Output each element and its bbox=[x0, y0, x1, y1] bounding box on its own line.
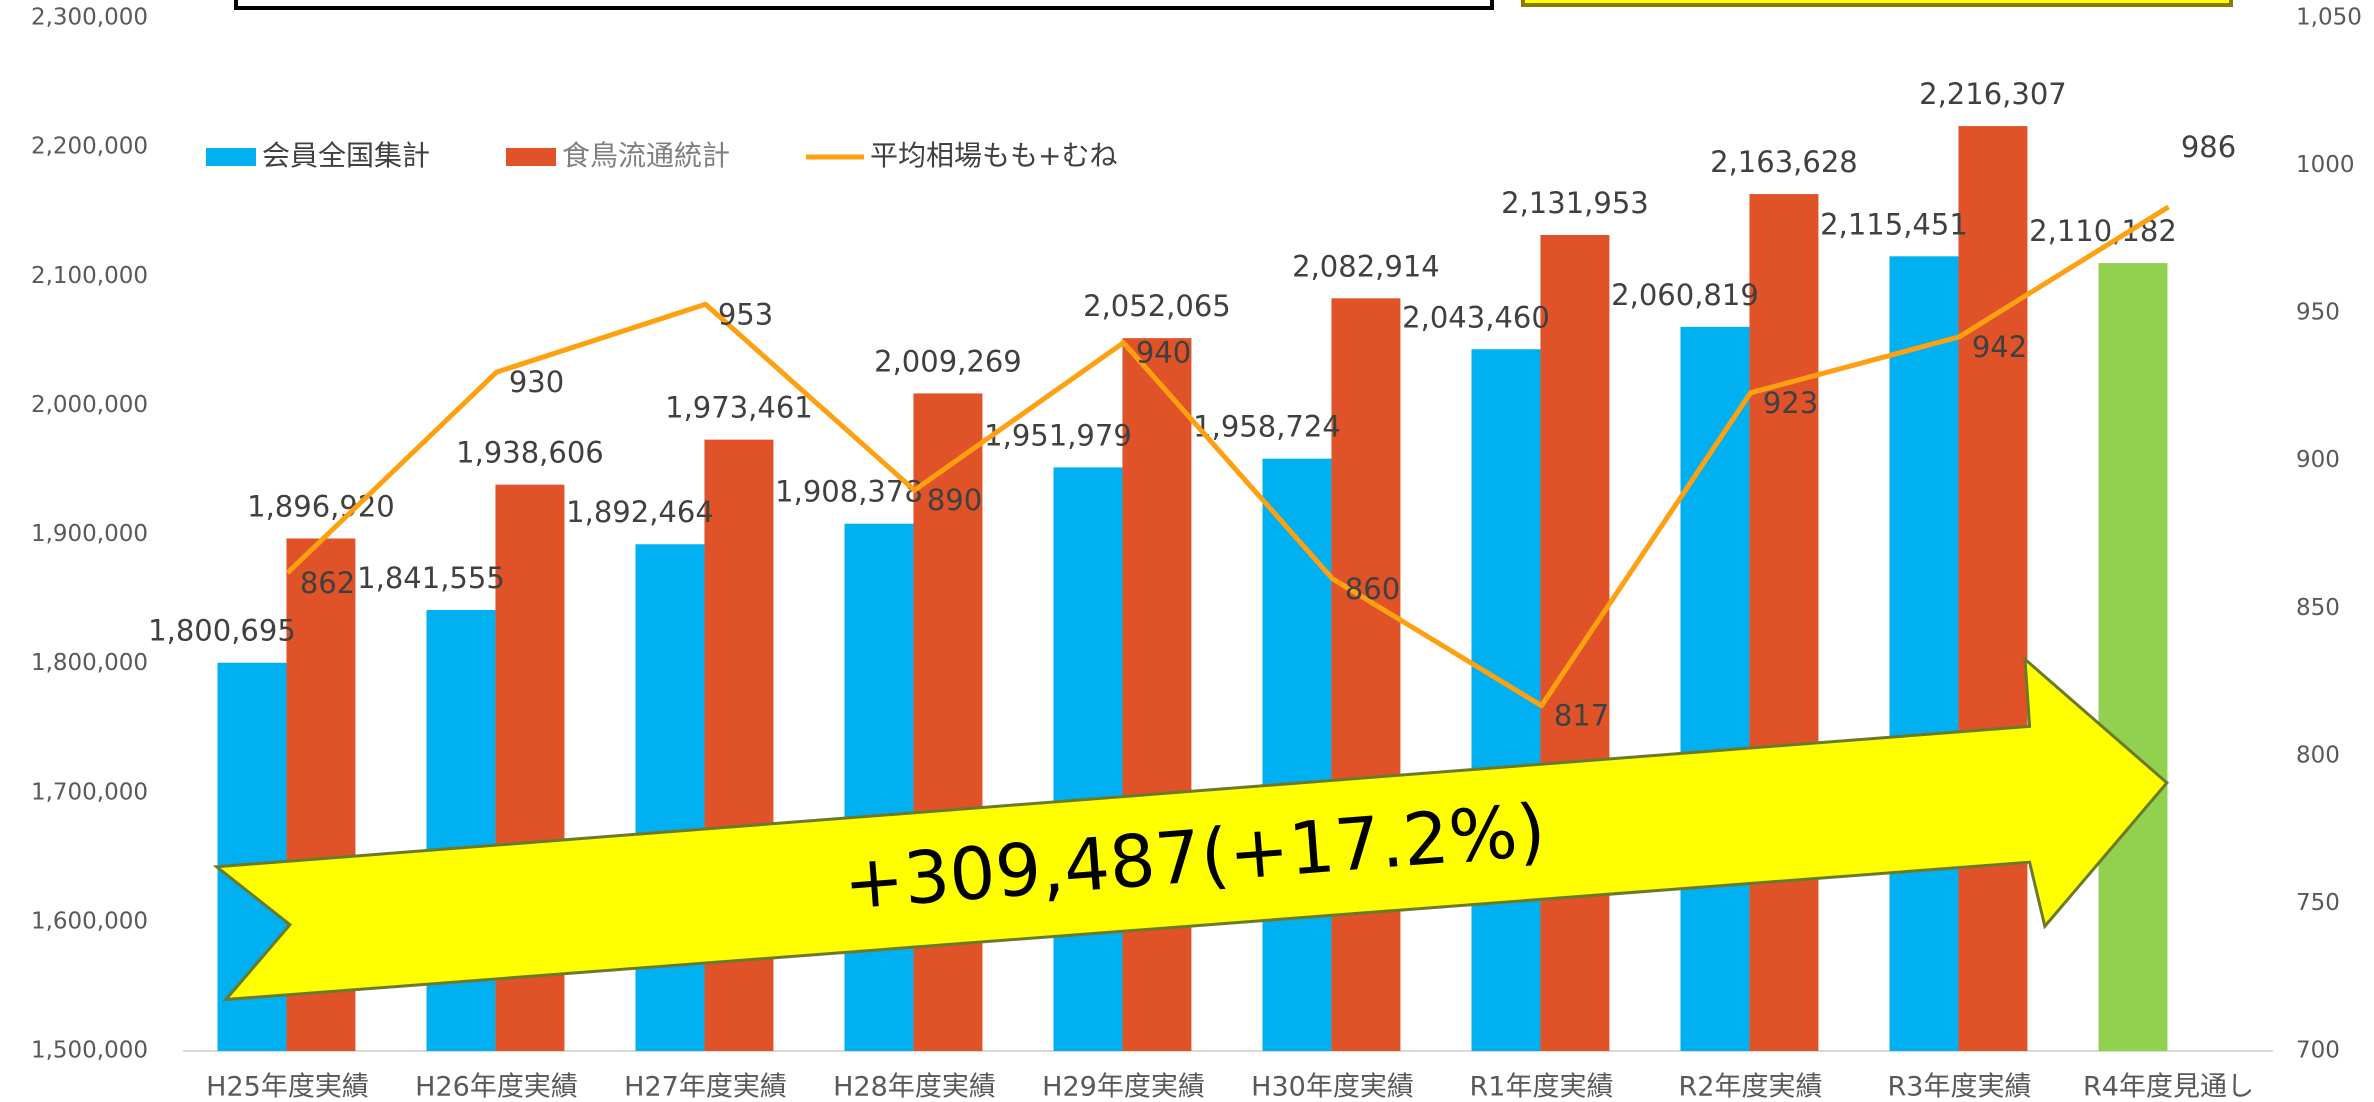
bar bbox=[635, 544, 705, 1051]
bar bbox=[844, 523, 914, 1051]
x-tick-label: H26年度実績 bbox=[415, 1072, 578, 1102]
data-label: 942 bbox=[1972, 330, 2027, 364]
data-label: 1,973,461 bbox=[665, 391, 813, 425]
data-label: 2,052,065 bbox=[1083, 289, 1231, 323]
data-label: 1,892,464 bbox=[566, 495, 714, 529]
data-label: 940 bbox=[1136, 336, 1191, 370]
arrow bbox=[212, 655, 2170, 1002]
data-label: 2,060,819 bbox=[1611, 278, 1759, 312]
y2-tick-label: 950 bbox=[2296, 300, 2340, 326]
legend-swatch bbox=[506, 148, 556, 166]
x-tick-label: H25年度実績 bbox=[206, 1072, 369, 1102]
x-tick-label: R3年度実績 bbox=[1888, 1072, 2032, 1102]
legend-label: 会員全国集計 bbox=[262, 139, 430, 172]
data-label: 2,082,914 bbox=[1292, 249, 1440, 283]
y-tick-label: 2,200,000 bbox=[31, 134, 148, 160]
data-label: 2,110,182 bbox=[2029, 214, 2177, 248]
y2-tick-label: 700 bbox=[2296, 1038, 2340, 1064]
data-label: 2,163,628 bbox=[1710, 145, 1858, 179]
data-label: 2,009,269 bbox=[874, 344, 1022, 378]
y-tick-label: 1,600,000 bbox=[31, 908, 148, 934]
data-label: 860 bbox=[1345, 572, 1400, 606]
x-tick-label: R4年度見通し bbox=[2083, 1072, 2254, 1102]
y2-tick-label: 1000 bbox=[2296, 152, 2355, 178]
bar bbox=[1958, 126, 2028, 1051]
bar bbox=[1889, 256, 1959, 1051]
bar bbox=[2098, 263, 2168, 1051]
line bbox=[285, 204, 2170, 709]
x-tick-label: R1年度実績 bbox=[1470, 1072, 1614, 1102]
top-box bbox=[234, 0, 1494, 10]
y2-tick-label: 1,050 bbox=[2296, 5, 2362, 31]
legend-swatch bbox=[206, 148, 256, 166]
data-label: 923 bbox=[1763, 386, 1818, 420]
bar bbox=[1680, 326, 1750, 1051]
y-tick-label: 1,900,000 bbox=[31, 521, 148, 547]
x-tick-label: H30年度実績 bbox=[1251, 1072, 1414, 1102]
x-tick-label: R2年度実績 bbox=[1679, 1072, 1823, 1102]
bar bbox=[1122, 338, 1192, 1051]
y-tick-label: 2,300,000 bbox=[31, 5, 148, 31]
bar bbox=[1053, 467, 1123, 1052]
y-tick-label: 1,500,000 bbox=[31, 1038, 148, 1064]
data-label: 930 bbox=[509, 365, 564, 399]
top-box-yellow bbox=[1521, 0, 2233, 7]
data-label: 2,131,953 bbox=[1501, 186, 1649, 220]
data-label: 1,958,724 bbox=[1193, 410, 1341, 444]
bar bbox=[1331, 298, 1401, 1052]
y-tick-label: 1,700,000 bbox=[31, 779, 148, 805]
data-label: 1,938,606 bbox=[456, 436, 604, 470]
legend-label: 食鳥流通統計 bbox=[562, 139, 730, 172]
data-label: 1,841,555 bbox=[357, 561, 505, 595]
bar bbox=[1749, 194, 1819, 1052]
y-tick-label: 1,800,000 bbox=[31, 650, 148, 676]
data-label: 2,043,460 bbox=[1402, 300, 1550, 334]
x-tick-label: H29年度実績 bbox=[1042, 1072, 1205, 1102]
bar bbox=[1540, 234, 1610, 1051]
legend-label: 平均相場もも+むね bbox=[870, 139, 1117, 172]
y-tick-label: 2,000,000 bbox=[31, 392, 148, 418]
x-tick-label: H28年度実績 bbox=[833, 1072, 996, 1102]
data-label: 2,115,451 bbox=[1820, 207, 1968, 241]
bar bbox=[1262, 458, 1332, 1052]
x-tick-label: H27年度実績 bbox=[624, 1072, 787, 1102]
data-label: 862 bbox=[300, 566, 355, 600]
data-label: 890 bbox=[927, 483, 982, 517]
data-label: 953 bbox=[718, 297, 773, 331]
data-label: 1,908,378 bbox=[775, 475, 923, 509]
data-label: 2,216,307 bbox=[1919, 77, 2067, 111]
y2-tick-label: 750 bbox=[2296, 890, 2340, 916]
data-label: 1,800,695 bbox=[148, 614, 296, 648]
data-label: 817 bbox=[1554, 699, 1609, 733]
y2-tick-label: 900 bbox=[2296, 447, 2340, 473]
y2-tick-label: 800 bbox=[2296, 742, 2340, 768]
data-label: 986 bbox=[2181, 130, 2236, 164]
y2-tick-label: 850 bbox=[2296, 595, 2340, 621]
y-tick-label: 2,100,000 bbox=[31, 263, 148, 289]
